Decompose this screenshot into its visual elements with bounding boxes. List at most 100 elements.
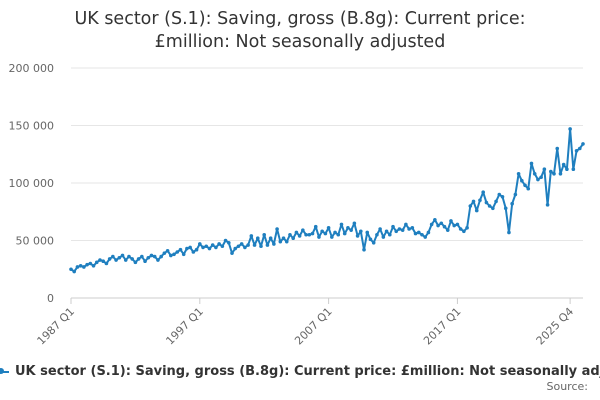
data-point[interactable]	[362, 247, 366, 252]
data-point[interactable]	[265, 243, 270, 247]
data-point[interactable]	[426, 230, 431, 235]
data-point[interactable]	[500, 195, 505, 199]
data-point[interactable]	[452, 223, 456, 228]
data-point[interactable]	[429, 222, 434, 227]
data-point[interactable]	[523, 183, 527, 188]
data-point[interactable]	[72, 269, 77, 274]
data-point[interactable]	[91, 264, 96, 268]
data-point[interactable]	[568, 127, 572, 131]
data-point[interactable]	[552, 172, 556, 176]
data-point[interactable]	[404, 222, 408, 227]
data-point[interactable]	[127, 254, 131, 259]
data-point[interactable]	[140, 254, 144, 259]
data-point[interactable]	[246, 243, 250, 247]
data-point[interactable]	[301, 228, 305, 232]
data-point[interactable]	[471, 199, 476, 204]
data-point[interactable]	[336, 232, 341, 237]
data-point[interactable]	[571, 167, 576, 171]
data-point[interactable]	[513, 192, 518, 197]
data-point[interactable]	[123, 258, 128, 262]
data-point[interactable]	[214, 245, 218, 250]
data-point[interactable]	[497, 192, 502, 197]
data-point[interactable]	[433, 218, 437, 222]
data-point[interactable]	[520, 178, 524, 183]
data-point[interactable]	[581, 142, 585, 146]
data-point[interactable]	[503, 206, 508, 211]
data-point[interactable]	[175, 250, 180, 254]
data-point[interactable]	[494, 199, 498, 204]
data-point[interactable]	[549, 169, 553, 174]
data-point[interactable]	[117, 255, 122, 260]
data-point[interactable]	[275, 227, 279, 231]
data-point[interactable]	[291, 236, 295, 240]
data-point[interactable]	[413, 231, 418, 236]
data-point[interactable]	[529, 161, 534, 166]
data-point[interactable]	[198, 242, 202, 246]
data-point[interactable]	[375, 232, 379, 237]
data-point[interactable]	[352, 221, 357, 226]
data-point[interactable]	[226, 241, 231, 245]
data-point[interactable]	[259, 244, 263, 249]
data-point[interactable]	[304, 232, 308, 237]
data-point[interactable]	[288, 232, 292, 237]
data-point[interactable]	[449, 219, 453, 223]
data-point[interactable]	[249, 234, 254, 238]
data-point[interactable]	[445, 228, 450, 232]
data-point[interactable]	[410, 226, 415, 230]
data-point[interactable]	[323, 231, 328, 236]
data-point[interactable]	[239, 242, 244, 246]
data-point[interactable]	[378, 227, 382, 231]
data-point[interactable]	[355, 234, 360, 238]
data-point[interactable]	[532, 172, 537, 176]
data-point[interactable]	[542, 167, 547, 171]
data-point[interactable]	[465, 226, 469, 230]
data-point[interactable]	[359, 229, 363, 234]
data-point[interactable]	[210, 243, 215, 247]
data-point[interactable]	[85, 262, 89, 267]
data-point[interactable]	[181, 252, 186, 257]
data-point[interactable]	[310, 231, 315, 236]
data-point[interactable]	[539, 175, 543, 180]
data-point[interactable]	[394, 229, 399, 234]
data-point[interactable]	[143, 259, 147, 264]
data-point[interactable]	[165, 249, 170, 253]
data-point[interactable]	[381, 235, 386, 239]
data-point[interactable]	[169, 253, 173, 258]
data-point[interactable]	[545, 203, 550, 207]
data-point[interactable]	[326, 226, 331, 230]
data-point[interactable]	[536, 177, 540, 182]
data-point[interactable]	[468, 204, 473, 208]
data-point[interactable]	[368, 237, 373, 242]
data-point[interactable]	[185, 246, 189, 251]
data-point[interactable]	[255, 236, 260, 240]
data-point[interactable]	[162, 251, 167, 255]
data-point[interactable]	[317, 235, 321, 239]
data-point[interactable]	[526, 186, 531, 191]
data-point[interactable]	[442, 224, 447, 229]
data-point[interactable]	[278, 239, 283, 244]
series-line[interactable]	[70, 127, 584, 273]
data-point[interactable]	[333, 230, 337, 235]
data-point[interactable]	[346, 226, 350, 230]
data-point[interactable]	[101, 259, 105, 264]
data-point[interactable]	[223, 238, 228, 243]
data-point[interactable]	[133, 260, 138, 265]
data-point[interactable]	[194, 247, 199, 252]
data-point[interactable]	[178, 247, 183, 252]
data-point[interactable]	[484, 200, 489, 205]
data-point[interactable]	[104, 261, 109, 266]
data-point[interactable]	[561, 162, 566, 167]
data-point[interactable]	[204, 244, 209, 249]
data-point[interactable]	[462, 229, 466, 234]
data-point[interactable]	[320, 229, 324, 234]
data-point[interactable]	[82, 265, 86, 269]
data-point[interactable]	[149, 253, 154, 258]
data-point[interactable]	[94, 260, 99, 265]
data-point[interactable]	[75, 265, 80, 269]
data-point[interactable]	[565, 167, 569, 171]
data-point[interactable]	[272, 242, 276, 246]
data-point[interactable]	[491, 206, 495, 211]
data-point[interactable]	[555, 146, 560, 151]
data-point[interactable]	[481, 190, 485, 194]
data-point[interactable]	[262, 232, 267, 237]
